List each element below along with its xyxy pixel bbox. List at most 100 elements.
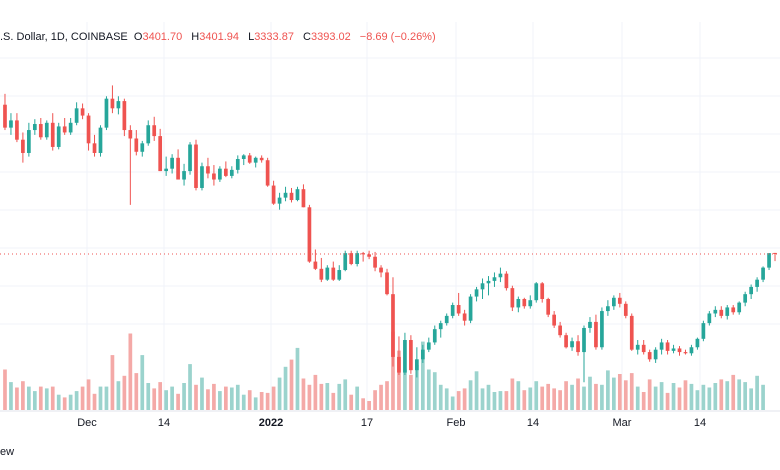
candle-body <box>295 189 300 201</box>
volume-bar <box>38 386 43 410</box>
candle-body <box>38 124 43 138</box>
volume-bar <box>415 365 419 410</box>
volume-bar <box>450 396 455 410</box>
candle-body <box>719 309 724 316</box>
candle-body <box>3 104 7 128</box>
candle-body <box>253 157 258 163</box>
candle-body <box>170 157 174 169</box>
candle-body <box>677 348 682 353</box>
volume-bar <box>707 387 712 410</box>
candle-body <box>259 157 264 161</box>
candle-body <box>68 122 73 133</box>
candle-body <box>176 157 180 180</box>
volume-bar <box>229 387 234 410</box>
candle-body <box>498 273 503 278</box>
candle-body <box>116 101 121 109</box>
candle-body <box>158 136 163 172</box>
candle-body <box>385 272 389 295</box>
candle-body <box>188 144 192 172</box>
candle-body <box>504 273 509 289</box>
volume-bar <box>516 381 521 410</box>
candle-body <box>438 323 443 330</box>
volume-bar <box>635 386 640 410</box>
volume-bar <box>546 383 551 410</box>
x-tick-label: 2022 <box>258 417 284 429</box>
volume-bar <box>27 386 31 410</box>
volume-bar <box>313 374 318 410</box>
candle-body <box>612 297 616 307</box>
volume-bar <box>194 384 198 410</box>
candle-body <box>56 126 61 147</box>
volume-bar <box>594 383 598 410</box>
candle-body <box>570 341 574 348</box>
candle-body <box>420 349 425 360</box>
volume-bar <box>50 386 55 410</box>
volume-bar <box>116 381 121 410</box>
volume-bar <box>743 382 748 410</box>
volume-bar <box>110 355 115 410</box>
low-label: L <box>248 31 255 43</box>
volume-bar <box>617 374 622 410</box>
candle-body <box>773 252 777 254</box>
candle-body <box>540 283 545 299</box>
candle-body <box>456 305 461 314</box>
candle-body <box>361 253 365 255</box>
candle-body <box>761 267 765 280</box>
candle-body <box>367 254 371 257</box>
volume-bar <box>134 373 139 410</box>
candles <box>3 85 777 383</box>
candle-body <box>277 197 282 204</box>
candle-body <box>713 309 718 314</box>
volume-bar <box>32 391 37 410</box>
volume-bar <box>432 372 437 410</box>
candle-body <box>492 277 497 281</box>
volume-bar <box>749 388 753 410</box>
volume-bar <box>235 384 240 410</box>
candle-body <box>444 315 449 324</box>
volume-bars <box>3 331 765 410</box>
volume-bar <box>671 383 676 410</box>
volume-bar <box>343 379 348 410</box>
candle-body <box>86 115 91 144</box>
close-value: 3393.02 <box>310 31 351 43</box>
candle-body <box>468 296 473 321</box>
volume-bar <box>695 390 700 410</box>
volume-bar <box>80 386 85 410</box>
candle-body <box>474 289 479 297</box>
volume-bar <box>86 379 91 410</box>
candle-body <box>349 253 354 264</box>
candle-body <box>403 340 407 373</box>
candle-body <box>600 311 604 348</box>
x-tick-label: 14 <box>526 417 540 429</box>
volume-bar <box>725 381 730 410</box>
volume-bar <box>152 388 157 410</box>
volume-bar <box>689 383 694 410</box>
candle-body <box>32 124 37 131</box>
volume-bar <box>528 387 533 410</box>
candle-body <box>224 168 228 176</box>
candle-body <box>665 342 670 351</box>
volume-bar <box>665 392 670 410</box>
candle-body <box>27 130 31 153</box>
volume-bar <box>570 384 574 410</box>
volume-bar <box>325 383 330 410</box>
volume-bar <box>397 350 401 410</box>
volume-bar <box>600 384 604 410</box>
volume-bar <box>403 369 407 410</box>
low-value: 3333.87 <box>254 31 294 43</box>
volume-bar <box>510 378 515 410</box>
candle-body <box>617 297 622 304</box>
candle-body <box>647 352 652 360</box>
candle-body <box>152 125 157 137</box>
volume-bar <box>271 386 276 410</box>
candle-body <box>373 256 377 268</box>
candle-body <box>701 323 706 339</box>
volume-bar <box>355 386 360 410</box>
volume-bar <box>62 397 67 410</box>
high-label: H <box>191 31 200 43</box>
candle-body <box>641 344 646 353</box>
candle-body <box>516 298 521 308</box>
candle-body <box>629 315 634 350</box>
volume-bar <box>606 370 610 410</box>
